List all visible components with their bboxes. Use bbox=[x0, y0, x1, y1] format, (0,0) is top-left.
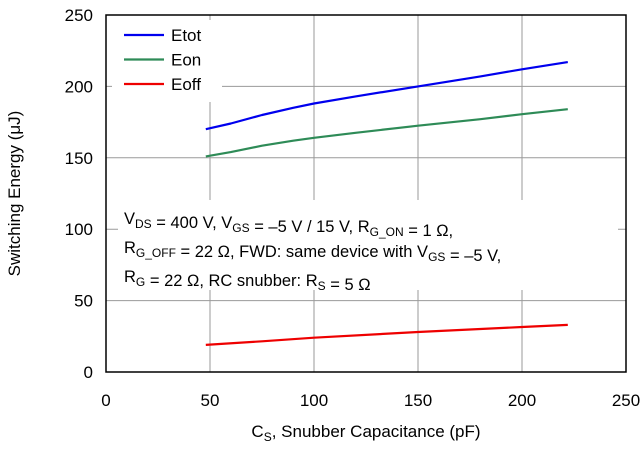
x-tick-label: 250 bbox=[612, 391, 640, 410]
legend: Etot Eon Eoff bbox=[112, 20, 222, 102]
y-tick-label: 200 bbox=[65, 77, 93, 96]
y-tick-label: 250 bbox=[65, 6, 93, 25]
x-tick-label: 150 bbox=[404, 391, 432, 410]
x-tick-label: 100 bbox=[300, 391, 328, 410]
x-tick-labels: 0 50 100 150 200 250 bbox=[101, 391, 640, 410]
x-tick-label: 50 bbox=[201, 391, 220, 410]
y-tick-label: 150 bbox=[65, 149, 93, 168]
legend-background bbox=[112, 20, 222, 102]
annotation-line-3: RG = 22 Ω, RC snubber: RS = 5 Ω bbox=[124, 268, 371, 294]
x-tick-label: 200 bbox=[508, 391, 536, 410]
test-conditions-annotation: VDS = 400 V, VGS = –5 V / 15 V, RG_ON = … bbox=[124, 210, 501, 294]
plot-frame bbox=[105, 14, 627, 373]
legend-label-eon: Eon bbox=[171, 51, 201, 70]
annotation-background bbox=[118, 200, 618, 290]
x-axis-label: CS, Snubber Capacitance (pF) bbox=[251, 422, 480, 444]
y-tick-label: 0 bbox=[84, 363, 93, 382]
annotation-line-2: RG_OFF = 22 Ω, FWD: same device with VGS… bbox=[124, 239, 501, 265]
x-tick-label: 0 bbox=[101, 391, 110, 410]
annotation-line-1: VDS = 400 V, VGS = –5 V / 15 V, RG_ON = … bbox=[124, 210, 453, 240]
series-line-etot bbox=[205, 61, 568, 131]
series-line-eoff bbox=[205, 323, 568, 346]
data-series bbox=[205, 61, 568, 346]
y-axis-label: Switching Energy (μJ) bbox=[5, 111, 24, 277]
series-line-eon bbox=[205, 108, 568, 158]
legend-label-etot: Etot bbox=[171, 26, 202, 45]
legend-label-eoff: Eoff bbox=[171, 75, 201, 94]
y-tick-labels: 0 50 100 150 200 250 bbox=[65, 6, 93, 382]
y-tick-label: 50 bbox=[74, 292, 93, 311]
y-tick-label: 100 bbox=[65, 220, 93, 239]
